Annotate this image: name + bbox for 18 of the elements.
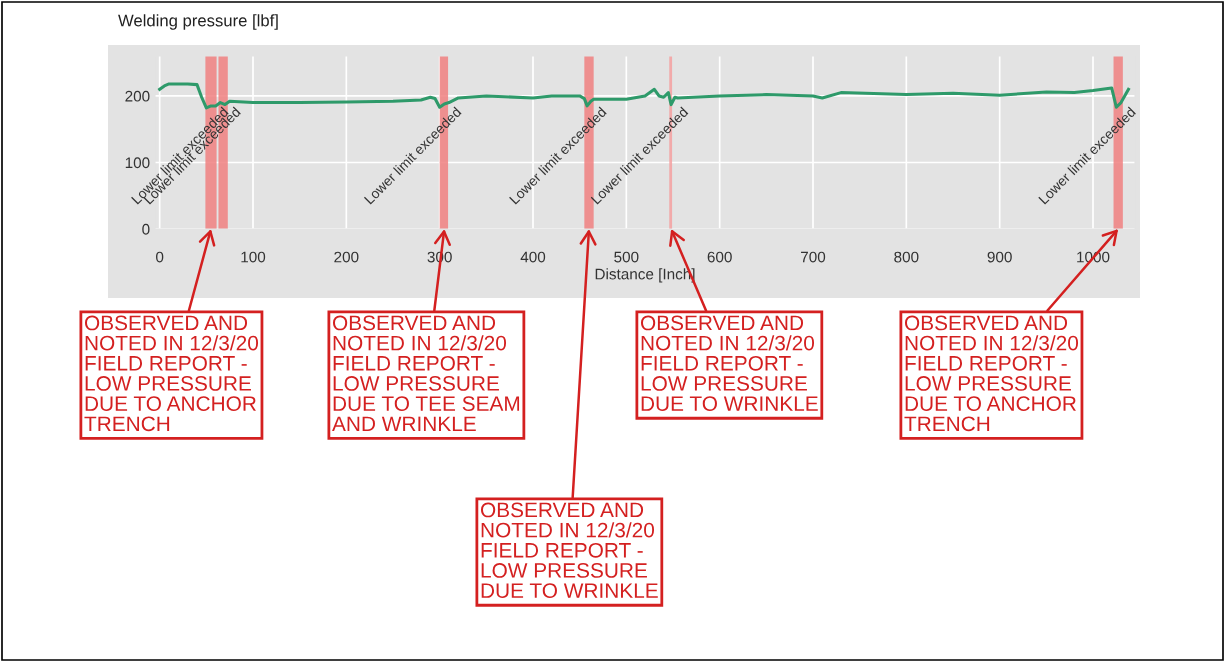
y-tick-label: 0 [142,223,150,235]
x-tick-label: 400 [520,251,546,263]
annotation: OBSERVED AND NOTED IN 12/3/20 FIELD REPORT - LOW PRESSURE DUE TO ANCHOR TRENCH [84,315,259,432]
x-tick-label: 200 [334,251,359,263]
chart-title: Welding pressure [lbf] [118,14,278,30]
annotation: OBSERVED AND NOTED IN 12/3/20 FIELD REPORT - LOW PRESSURE DUE TO TEE SEAM AND WRINKLE [332,315,520,431]
y-tick-label: 200 [125,90,150,102]
y-tick-label: 100 [125,157,150,169]
annotation: OBSERVED AND NOTED IN 12/3/20 FIELD REPORT - LOW PRESSURE DUE TO ANCHOR TRENCH [904,315,1079,432]
x-tick-label: 100 [241,251,266,263]
x-tick-label: 700 [801,251,826,263]
x-tick-label: 0 [156,251,164,263]
x-tick-label: 800 [894,251,919,263]
annotation: OBSERVED AND NOTED IN 12/3/20 FIELD REPORT - LOW PRESSURE DUE TO WRINKLE [480,502,658,598]
x-tick-label: 500 [614,251,639,263]
x-tick-label: 600 [707,251,732,263]
annotation: OBSERVED AND NOTED IN 12/3/20 FIELD REPORT - LOW PRESSURE DUE TO WRINKLE [640,315,818,411]
x-tick-label: 900 [987,251,1012,263]
